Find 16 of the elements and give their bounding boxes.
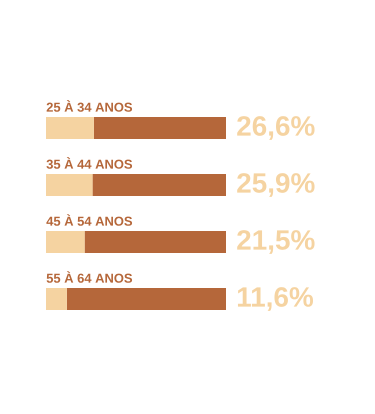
bar xyxy=(94,117,226,140)
bar xyxy=(66,288,226,310)
bar xyxy=(46,231,85,254)
data-label: 26,6% xyxy=(237,116,315,140)
y-tick-label: 35 À 44 ANOS xyxy=(46,157,132,169)
bar xyxy=(46,117,94,140)
data-label: 25,9% xyxy=(237,173,315,197)
bar xyxy=(46,174,93,196)
data-label: 21,5% xyxy=(237,230,315,254)
bar xyxy=(84,231,226,254)
data-label: 11,6% xyxy=(238,287,314,311)
y-tick-label: 25 À 34 ANOS xyxy=(46,100,132,112)
bar xyxy=(46,288,67,310)
y-tick-label: 45 À 54 ANOS xyxy=(46,214,132,226)
y-tick-label: 55 À 64 ANOS xyxy=(46,271,132,283)
bar xyxy=(92,174,226,196)
